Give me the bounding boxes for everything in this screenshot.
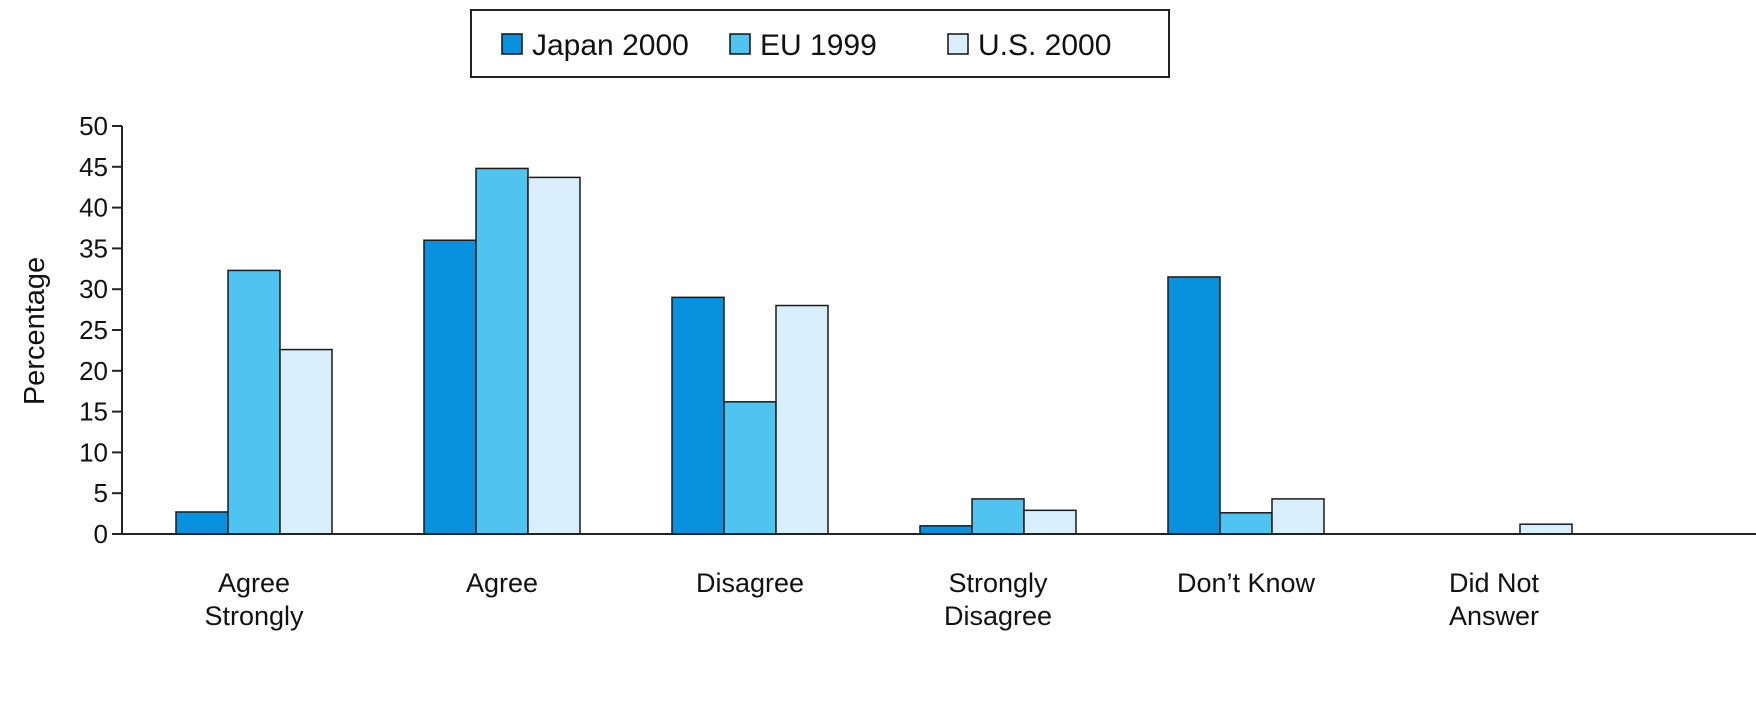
bar-u-s-2000-strongly-disagree	[1023, 509, 1077, 535]
bar-eu-1999-disagree	[723, 401, 777, 535]
y-tick-label: 25	[79, 315, 108, 345]
bar-u-s-2000-don-t-know	[1271, 498, 1325, 535]
legend-label-japan-2000: Japan 2000	[532, 29, 689, 62]
x-category-label-agree-strongly: Agree Strongly	[204, 568, 304, 631]
bar-eu-1999-agree	[475, 167, 529, 535]
legend: Japan 2000 EU 1999 U.S. 2000	[470, 9, 1170, 78]
bar-eu-1999-agree-strongly	[227, 269, 281, 535]
y-tick-label: 0	[94, 519, 108, 549]
legend-label-eu-1999: EU 1999	[760, 29, 877, 62]
y-tick-label: 30	[79, 274, 108, 304]
y-tick-label: 40	[79, 193, 108, 223]
bar-eu-1999-don-t-know	[1219, 512, 1273, 535]
bars	[175, 167, 1573, 535]
x-category-label-strongly-disagree: Strongly Disagree	[944, 568, 1052, 631]
y-tick-label: 15	[79, 397, 108, 427]
legend-label-u-s-2000: U.S. 2000	[978, 29, 1111, 62]
legend-swatch-u-s-2000	[947, 33, 969, 55]
bar-u-s-2000-agree-strongly	[279, 348, 333, 535]
bar-japan-2000-agree	[423, 239, 477, 535]
bar-japan-2000-strongly-disagree	[919, 525, 973, 535]
legend-swatch-eu-1999	[729, 33, 751, 55]
y-tick-label: 20	[79, 356, 108, 386]
bar-japan-2000-don-t-know	[1167, 276, 1221, 535]
x-category-label-don-t-know: Don’t Know	[1177, 568, 1316, 598]
y-tick-label: 45	[79, 152, 108, 182]
x-axis: Agree Strongly Agree Disagree Strongly Disagr…	[122, 533, 1756, 631]
bar-u-s-2000-disagree	[775, 304, 829, 535]
y-tick-label: 35	[79, 233, 108, 263]
bar-japan-2000-agree-strongly	[175, 511, 229, 535]
x-category-label-did-not-answer: Did Not Answer	[1449, 568, 1540, 631]
x-category-label-disagree: Disagree	[696, 568, 804, 598]
bar-u-s-2000-agree	[527, 176, 581, 535]
bar-u-s-2000-did-not-answer	[1519, 523, 1573, 535]
y-tick-label: 5	[94, 478, 108, 508]
y-axis: 0 5 10 15 20 25 30 35 40 45 50	[79, 111, 123, 549]
x-category-label-agree: Agree	[466, 568, 538, 598]
y-tick-label: 50	[79, 111, 108, 141]
bar-japan-2000-disagree	[671, 296, 725, 535]
y-tick-label: 10	[79, 437, 108, 467]
y-axis-title: Percentage	[19, 257, 51, 405]
legend-swatch-japan-2000	[501, 33, 523, 55]
bar-eu-1999-strongly-disagree	[971, 498, 1025, 535]
legend-box	[470, 9, 1170, 78]
